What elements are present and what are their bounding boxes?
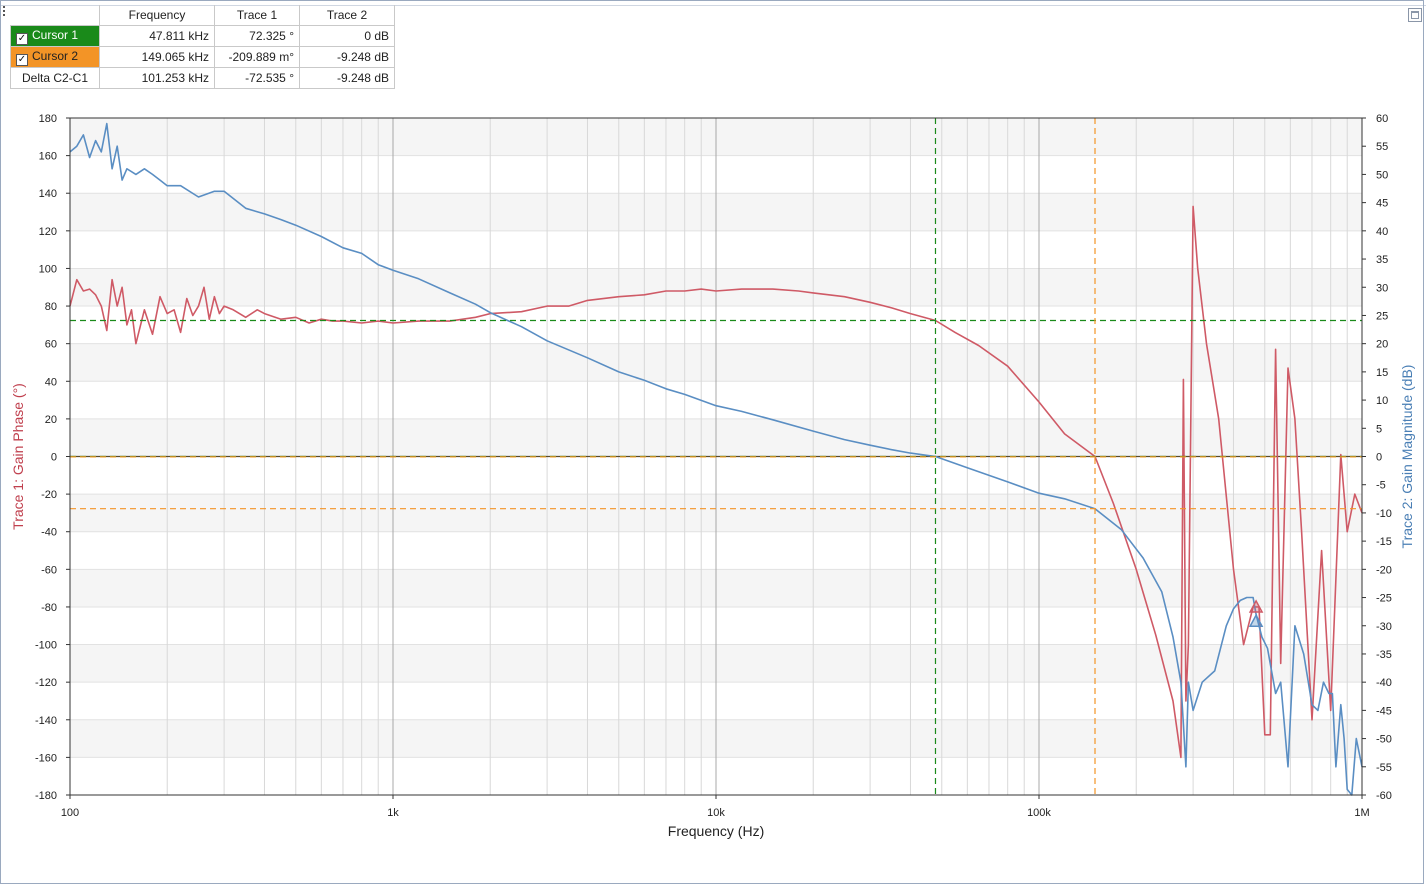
left-tick-label: 160 — [39, 151, 57, 163]
right-tick-label: 60 — [1376, 113, 1388, 125]
left-tick-label: 120 — [39, 226, 57, 238]
left-tick-label: 100 — [39, 263, 57, 275]
left-tick-label: -20 — [41, 489, 57, 501]
x-axis-label: Frequency (Hz) — [668, 823, 764, 839]
trace-markers — [1248, 599, 1264, 627]
left-tick-label: -80 — [41, 602, 57, 614]
cursor-1-label: Cursor 1 — [32, 27, 79, 42]
delta-row: Delta C2-C1 101.253 kHz -72.535 ° -9.248… — [10, 67, 395, 89]
x-tick-label: 100k — [1027, 807, 1051, 819]
right-tick-label: 50 — [1376, 169, 1388, 181]
checkbox-icon[interactable]: ✓ — [16, 32, 28, 45]
right-tick-label: -35 — [1376, 649, 1392, 661]
left-axis-ticks: 180 160 140 120 100 80 60 40 20 0 -20 -40 -60 -80 -100… — [35, 113, 70, 802]
left-tick-label: -60 — [41, 564, 57, 576]
x-tick-label: 1M — [1354, 807, 1369, 819]
right-tick-label: -15 — [1376, 536, 1392, 548]
cursor-lines[interactable] — [70, 118, 1362, 795]
right-tick-label: -40 — [1376, 677, 1392, 689]
right-tick-label: -25 — [1376, 593, 1392, 605]
right-tick-label: -45 — [1376, 705, 1392, 717]
right-tick-label: 20 — [1376, 339, 1388, 351]
right-tick-label: 45 — [1376, 198, 1388, 210]
left-tick-label: 60 — [45, 339, 57, 351]
delta-label: Delta C2-C1 — [10, 67, 100, 89]
right-tick-label: -10 — [1376, 508, 1392, 520]
checkbox-icon[interactable]: ✓ — [16, 53, 28, 66]
left-tick-label: -100 — [35, 640, 57, 652]
maximize-icon[interactable] — [1408, 8, 1422, 22]
delta-trace2: -9.248 dB — [299, 67, 395, 89]
right-tick-label: 5 — [1376, 423, 1382, 435]
right-axis-label: Trace 2: Gain Magnitude (dB) — [1399, 365, 1415, 549]
left-tick-label: -140 — [35, 715, 57, 727]
right-tick-label: -60 — [1376, 790, 1392, 802]
cursor-2-toggle[interactable]: ✓ Cursor 2 — [10, 46, 100, 68]
cursor-table: Frequency Trace 1 Trace 2 ✓ Cursor 1 47.8… — [10, 5, 395, 89]
window-top-border — [0, 0, 1426, 6]
phase-trace — [69, 205, 1363, 759]
right-tick-label: 0 — [1376, 452, 1382, 464]
right-tick-label: 35 — [1376, 254, 1388, 266]
right-tick-label: -55 — [1376, 762, 1392, 774]
left-tick-label: 40 — [45, 376, 57, 388]
x-tick-label: 10k — [707, 807, 725, 819]
right-tick-label: 10 — [1376, 395, 1388, 407]
right-tick-label: -30 — [1376, 621, 1392, 633]
right-tick-label: 15 — [1376, 367, 1388, 379]
right-axis-ticks: 605550454035302520151050-5-10-15-20-25-3… — [1362, 113, 1392, 802]
cursor-2-trace1: -209.889 m° — [214, 46, 300, 68]
right-tick-label: -50 — [1376, 734, 1392, 746]
right-tick-label: -5 — [1376, 480, 1386, 492]
right-tick-label: 30 — [1376, 282, 1388, 294]
magnitude-trace — [69, 122, 1363, 796]
header-frequency: Frequency — [99, 5, 215, 26]
x-tick-label: 1k — [387, 807, 399, 819]
left-tick-label: -160 — [35, 752, 57, 764]
delta-trace1: -72.535 ° — [214, 67, 300, 89]
right-tick-label: 40 — [1376, 226, 1388, 238]
magnitude-marker-triangle-icon — [1248, 613, 1264, 627]
cursor-2-row: ✓ Cursor 2 149.065 kHz -209.889 m° -9.248… — [10, 46, 395, 68]
left-tick-label: -180 — [35, 790, 57, 802]
cursor-1-trace1: 72.325 ° — [214, 25, 300, 47]
left-tick-label: 180 — [39, 113, 57, 125]
x-tick-label: 100 — [61, 807, 79, 819]
left-tick-label: 80 — [45, 301, 57, 313]
left-tick-label: 20 — [45, 414, 57, 426]
drag-grip-icon[interactable] — [3, 6, 6, 16]
left-tick-label: 0 — [51, 452, 57, 464]
cursor-2-label: Cursor 2 — [32, 48, 79, 63]
phase-marker-triangle-icon — [1248, 599, 1264, 613]
left-tick-label: -40 — [41, 527, 57, 539]
plot-traces — [69, 122, 1363, 796]
right-tick-label: -20 — [1376, 564, 1392, 576]
left-tick-label: -120 — [35, 677, 57, 689]
right-tick-label: 25 — [1376, 310, 1388, 322]
cursor-1-trace2: 0 dB — [299, 25, 395, 47]
left-tick-label: 140 — [39, 188, 57, 200]
left-axis-label: Trace 1: Gain Phase (°) — [10, 383, 26, 530]
x-axis-ticks: 100 1k 10k 100k 1M — [61, 795, 1370, 819]
right-tick-label: 55 — [1376, 141, 1388, 153]
